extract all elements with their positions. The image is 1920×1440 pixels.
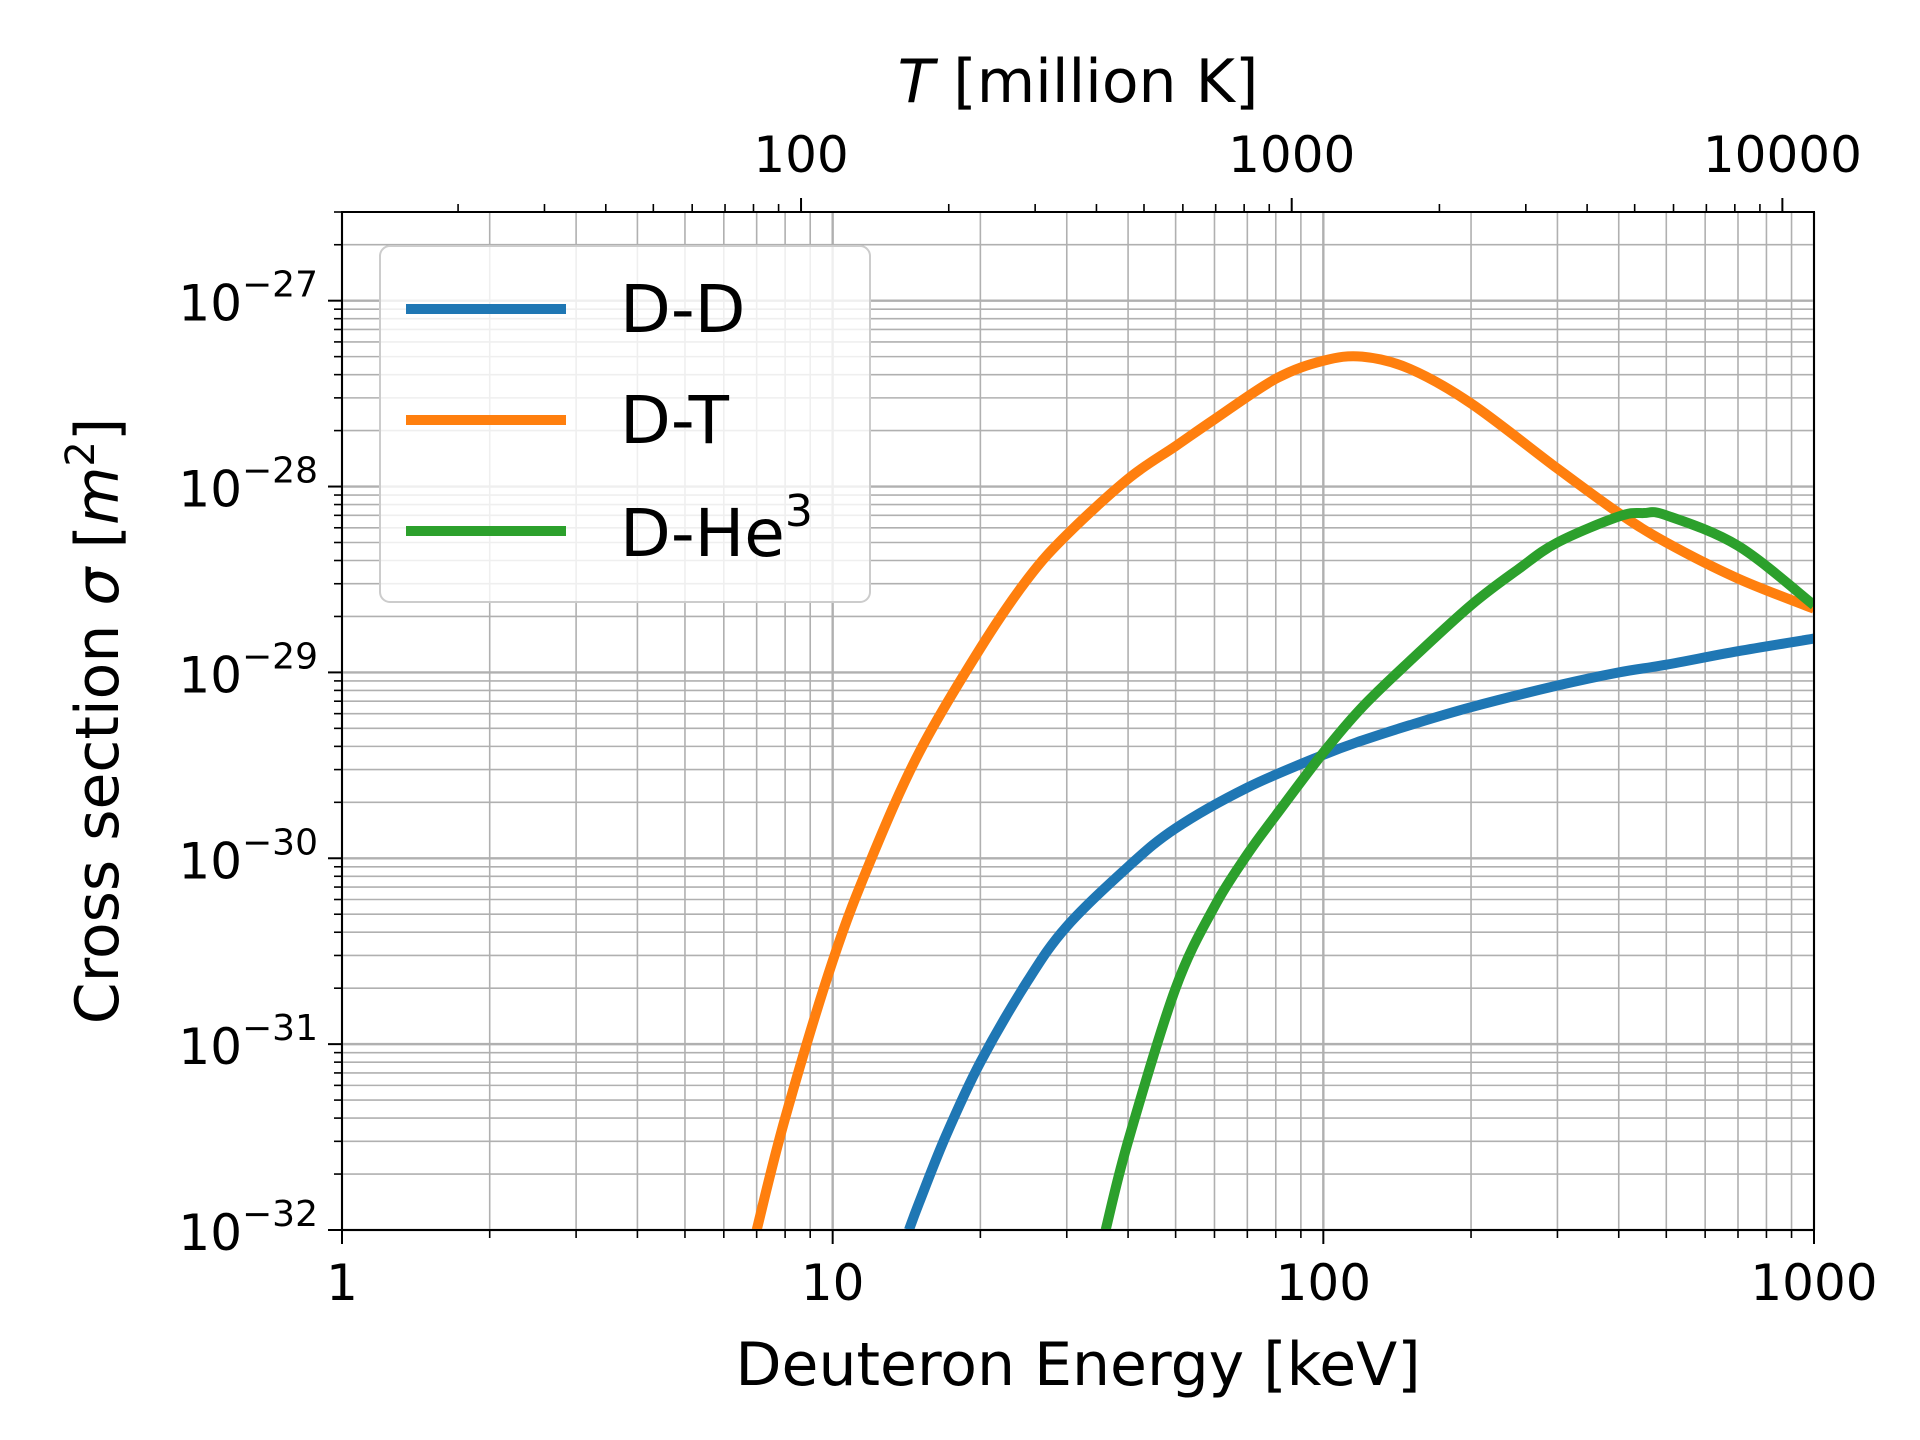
y-tick-label: 10−31: [178, 1008, 318, 1076]
x-ticks-top: [457, 198, 1784, 212]
y-tick-label: 10−27: [178, 265, 318, 333]
top-tick-label: 100: [753, 126, 848, 184]
y-tick-label: 10−32: [178, 1194, 318, 1262]
y-tick-label: 10−30: [178, 822, 318, 890]
top-tick-label: 10000: [1703, 126, 1862, 184]
plot-frame: [341, 211, 1815, 1231]
x-tick-label: 1000: [1750, 1254, 1877, 1312]
x-axis-title: Deuteron Energy [keV]: [735, 1330, 1420, 1400]
y-axis-title: Cross section σ [m2]: [58, 418, 133, 1025]
y-tick-labels: 10−32 10−31 10−30 10−29 10−28 10−27: [178, 265, 318, 1262]
x-tick-labels: 1 10 100 1000: [326, 1254, 1878, 1312]
top-axis-title: T [million K]: [898, 47, 1259, 117]
x-tick-label: 100: [1276, 1254, 1371, 1312]
legend-box: [379, 245, 871, 603]
series-line-d-t: [751, 351, 1814, 1230]
y-tick-label: 10−29: [178, 636, 318, 704]
y-ticks-left: [328, 211, 342, 1231]
y-tick-label: 10−28: [178, 451, 318, 519]
x-ticks-bottom: [341, 1230, 1815, 1244]
top-tick-label: 1000: [1228, 126, 1355, 184]
legend-label-dhe3: D-He3: [620, 486, 813, 572]
legend-label-dd: D-D: [620, 271, 745, 348]
x-tick-label: 10: [801, 1254, 865, 1312]
series-layer: [751, 351, 1814, 1230]
series-line-d-d: [904, 633, 1814, 1230]
legend: D-D D-T D-He3: [379, 245, 871, 603]
legend-label-dt: D-T: [620, 382, 730, 459]
x-tick-label: 1: [326, 1254, 358, 1312]
series-line-d-he3: [1100, 507, 1814, 1230]
top-x-tick-labels: 100 1000 10000: [753, 126, 1862, 184]
